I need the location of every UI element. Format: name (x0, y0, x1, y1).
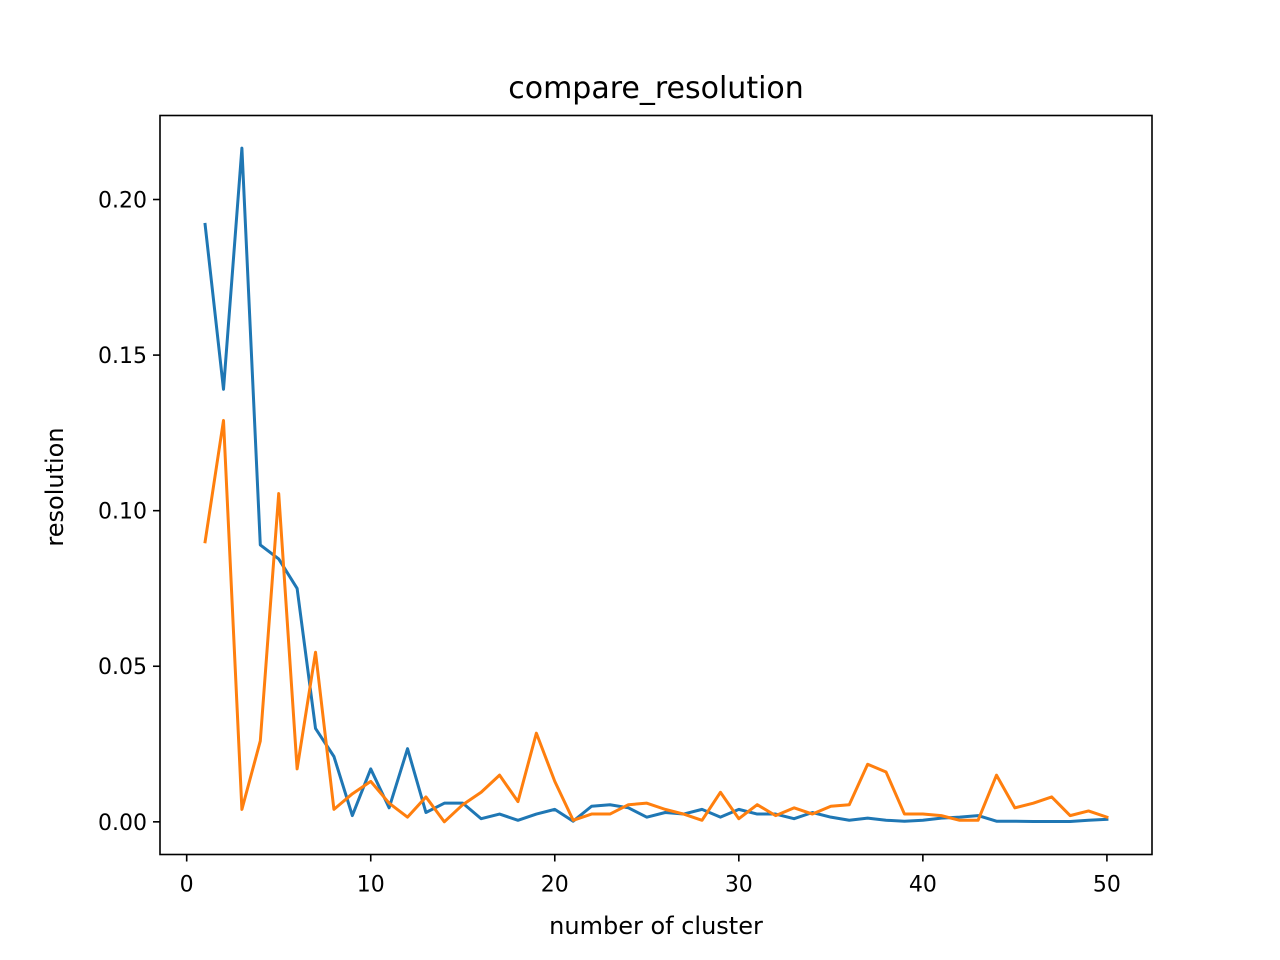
x-tick-label: 50 (1093, 873, 1121, 898)
series-1-line (203, 146, 1109, 824)
x-axis-label: number of cluster (549, 912, 763, 940)
y-tick-label: 0.05 (98, 655, 147, 680)
y-tick-label: 0.00 (98, 811, 147, 836)
y-axis: 0.00 0.05 0.10 0.15 0.20 (98, 189, 160, 836)
series-layer (203, 146, 1109, 824)
x-tick-label: 0 (180, 873, 194, 898)
y-tick-label: 0.10 (98, 500, 147, 525)
series-2-line (203, 418, 1109, 824)
y-tick-label: 0.20 (98, 189, 147, 214)
x-tick-label: 40 (909, 873, 937, 898)
x-axis: 0 10 20 30 40 50 (180, 854, 1121, 898)
y-tick-label: 0.15 (98, 344, 147, 369)
y-axis-label: resolution (41, 427, 69, 546)
x-tick-label: 20 (541, 873, 569, 898)
plot-frame (159, 114, 1153, 856)
x-tick-label: 30 (725, 873, 753, 898)
chart-title: compare_resolution (508, 71, 804, 106)
x-tick-label: 10 (357, 873, 385, 898)
